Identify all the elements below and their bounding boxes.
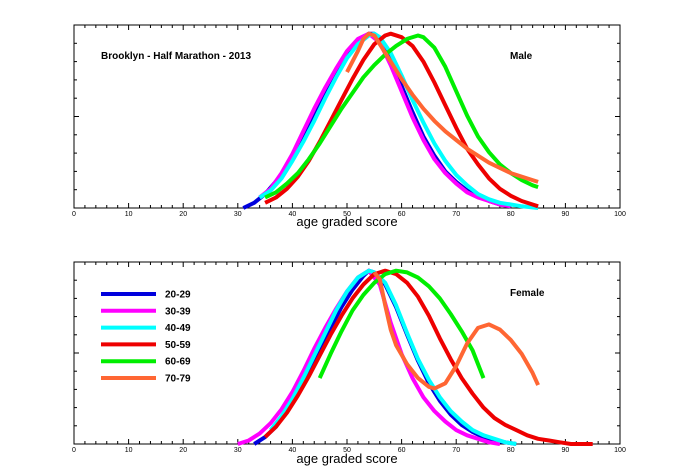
legend-label-60-69: 60-69 bbox=[165, 357, 191, 368]
x-tick-label: 70 bbox=[452, 447, 460, 454]
x-tick-label: 10 bbox=[125, 211, 133, 218]
x-tick-label: 0 bbox=[72, 211, 76, 218]
x-tick-label: 0 bbox=[72, 447, 76, 454]
female-chart-panel: 0 10 20 30 40 50 60 70 80 90 100 age graded score Fe… bbox=[72, 261, 626, 466]
series-line-70-79 bbox=[345, 31, 539, 184]
x-tick-label: 70 bbox=[452, 211, 460, 218]
x-tick-label: 20 bbox=[179, 211, 187, 218]
legend-label-50-59: 50-59 bbox=[165, 340, 191, 351]
x-tick-label: 50 bbox=[343, 447, 351, 454]
series-line-40-49 bbox=[258, 31, 539, 210]
series-line-40-49 bbox=[269, 268, 517, 446]
legend-label-20-29: 20-29 bbox=[165, 290, 191, 301]
male-chart-panel: 0 10 20 30 40 50 60 70 80 90 100 age graded score Br… bbox=[72, 24, 626, 229]
series-line-50-59 bbox=[264, 31, 539, 209]
chart-title: Brooklyn - Half Marathon - 2013 bbox=[101, 51, 251, 62]
x-tick-label: 60 bbox=[398, 447, 406, 454]
x-tick-label: 10 bbox=[125, 447, 133, 454]
x-tick-label: 40 bbox=[289, 211, 297, 218]
x-tick-label: 40 bbox=[289, 447, 297, 454]
x-tick-label: 100 bbox=[614, 447, 626, 454]
x-tick-label: 80 bbox=[507, 447, 515, 454]
x-tick-label: 30 bbox=[234, 447, 242, 454]
series-line-70-79 bbox=[372, 271, 540, 391]
series-line-60-69 bbox=[264, 33, 539, 200]
series-line-50-59 bbox=[263, 268, 593, 446]
legend-label-40-49: 40-49 bbox=[165, 323, 191, 334]
x-tick-label: 90 bbox=[562, 447, 570, 454]
x-tick-label: 80 bbox=[507, 211, 515, 218]
x-axis-label: age graded score bbox=[296, 214, 397, 229]
x-tick-label: 60 bbox=[398, 211, 406, 218]
x-tick-label: 50 bbox=[343, 211, 351, 218]
series-line-60-69 bbox=[317, 268, 486, 379]
x-axis-label: age graded score bbox=[296, 451, 397, 466]
panel-annotation: Female bbox=[510, 288, 545, 299]
x-tick-label: 100 bbox=[614, 211, 626, 218]
legend-label-30-39: 30-39 bbox=[165, 306, 191, 317]
x-tick-label: 20 bbox=[179, 447, 187, 454]
panel-annotation: Male bbox=[510, 51, 533, 62]
legend-label-70-79: 70-79 bbox=[165, 374, 191, 385]
x-tick-label: 30 bbox=[234, 211, 242, 218]
x-tick-label: 90 bbox=[562, 211, 570, 218]
series-line-30-39 bbox=[258, 31, 512, 209]
